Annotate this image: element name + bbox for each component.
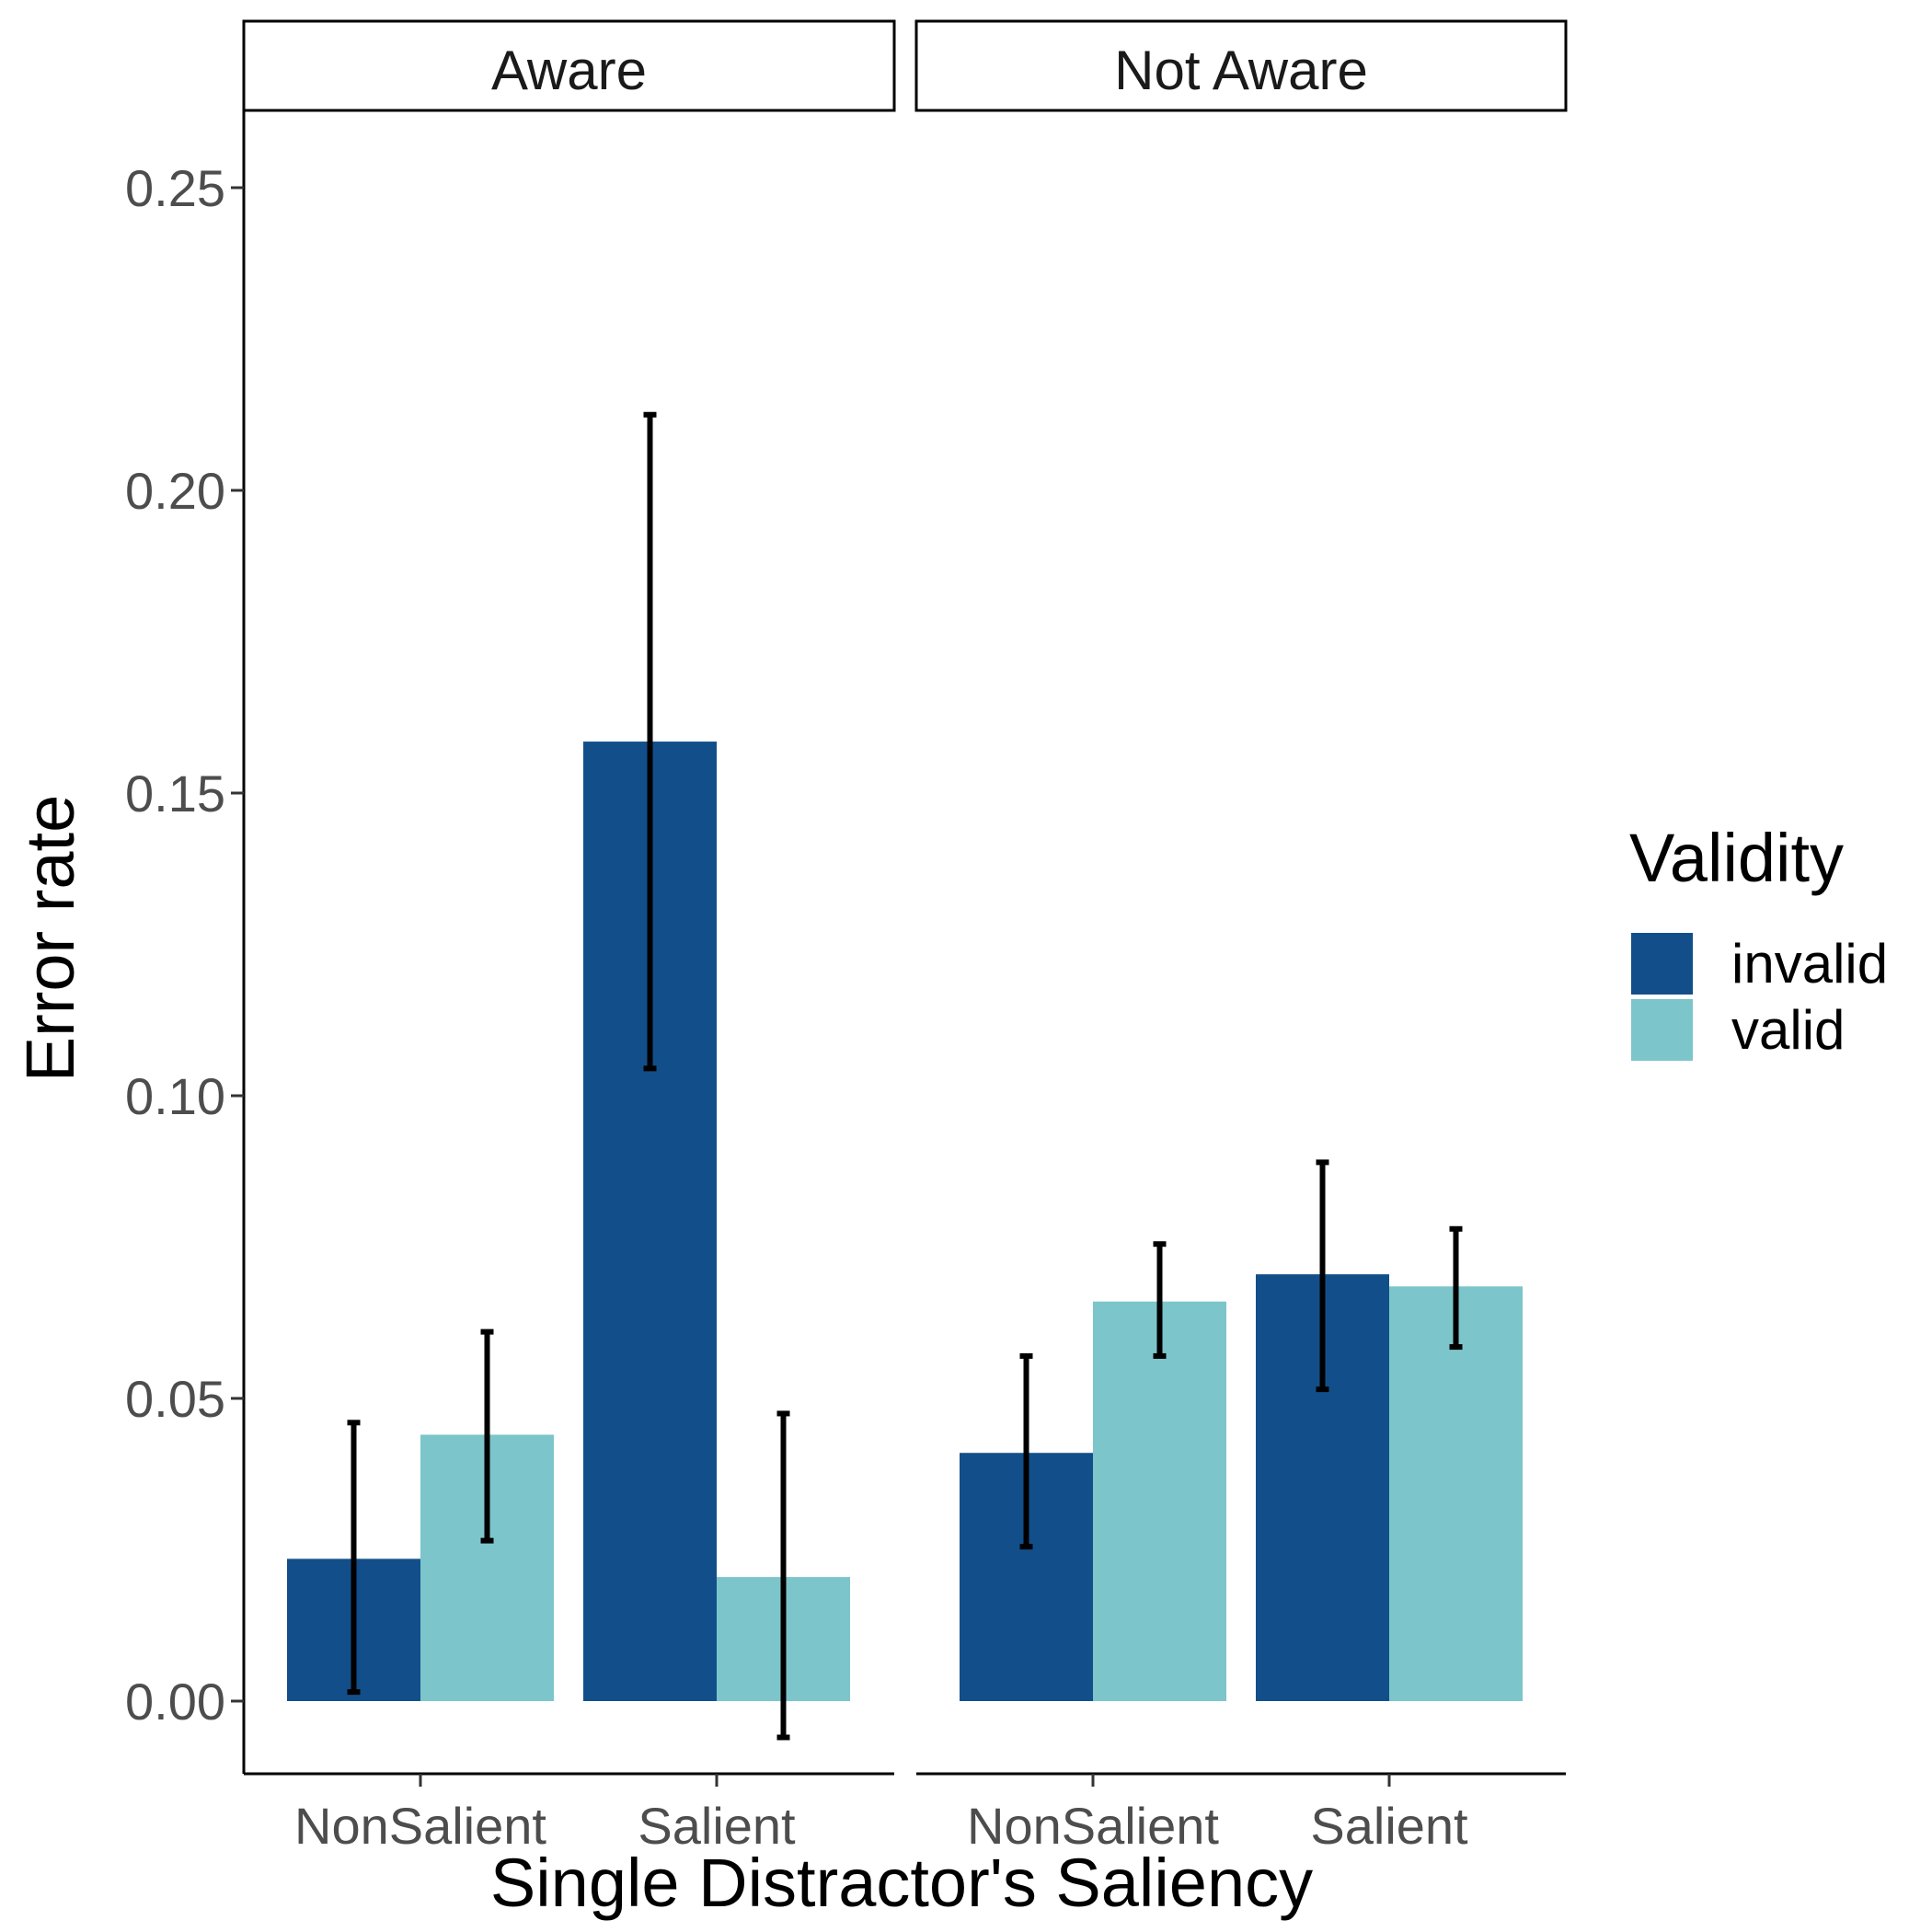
x-tick-label: Salient <box>1310 1797 1468 1855</box>
x-axis-title: Single Distractor's Saliency <box>490 1845 1313 1921</box>
y-axis: 0.00 0.05 0.10 0.15 0.20 0.25 <box>125 110 246 1774</box>
legend-title: Validity <box>1629 820 1844 896</box>
y-tick-label: 0.10 <box>125 1067 225 1125</box>
x-tick-label: Salient <box>638 1797 796 1855</box>
y-tick-label: 0.05 <box>125 1370 225 1428</box>
y-axis-title: Error rate <box>12 795 88 1083</box>
facet-panel: Not Aware NonSalient Salient <box>914 19 1568 1855</box>
x-tick-label: NonSalient <box>967 1797 1219 1855</box>
facet-panel: Aware NonSalient Salient <box>242 19 896 1855</box>
y-tick-label: 0.00 <box>125 1673 225 1731</box>
legend-label-valid: valid <box>1731 999 1845 1061</box>
facet-strip-label: Not Aware <box>1114 40 1368 101</box>
legend-key-invalid <box>1631 933 1693 995</box>
facet-strip-label: Aware <box>491 40 647 101</box>
bar-valid <box>1389 1286 1523 1701</box>
facet-strip <box>914 19 1568 112</box>
panels-layer: Aware NonSalient Salient Not Aware NonSalien… <box>242 19 1568 1855</box>
bar-valid <box>1093 1301 1226 1701</box>
x-tick-label: NonSalient <box>294 1797 546 1855</box>
legend-label-invalid: invalid <box>1731 933 1888 995</box>
y-tick-label: 0.15 <box>125 765 225 822</box>
y-tick-label: 0.25 <box>125 159 225 217</box>
legend-key-valid <box>1631 999 1693 1061</box>
y-tick-label: 0.20 <box>125 462 225 520</box>
facet-strip <box>242 19 896 112</box>
